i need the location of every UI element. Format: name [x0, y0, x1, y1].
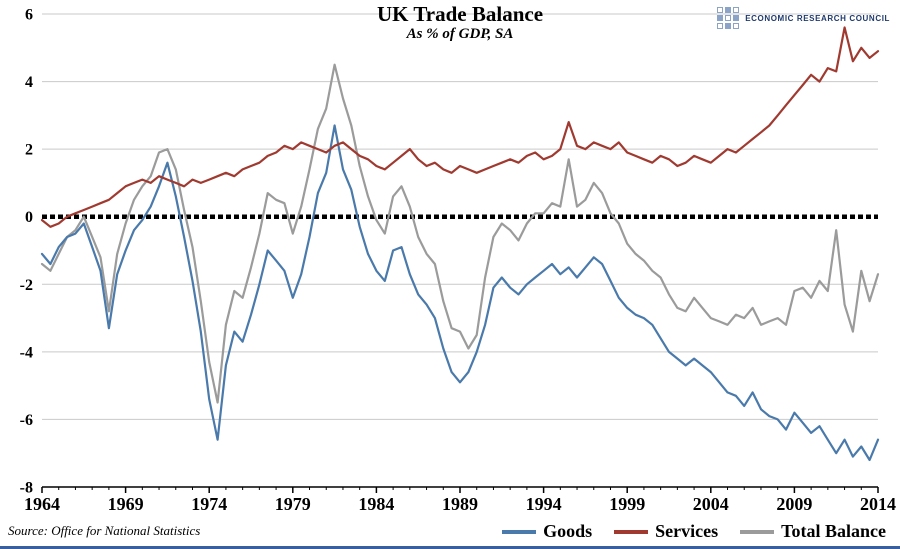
chart-title: UK Trade Balance: [376, 2, 544, 26]
legend-label-services: Services: [655, 521, 719, 541]
svg-text:1989: 1989: [442, 494, 478, 514]
svg-text:1994: 1994: [526, 494, 562, 514]
svg-text:4: 4: [25, 74, 33, 91]
svg-text:-2: -2: [20, 277, 33, 294]
svg-text:1964: 1964: [24, 494, 60, 514]
legend-item-services: Services: [614, 521, 718, 542]
services-line-swatch-icon: [614, 529, 649, 534]
svg-text:1999: 1999: [609, 494, 645, 514]
legend-label-goods: Goods: [543, 521, 593, 541]
svg-text:6: 6: [25, 7, 33, 24]
chart-subtitle: As % of GDP, SA: [406, 26, 514, 42]
svg-text:-6: -6: [20, 412, 33, 429]
legend-item-goods: Goods: [502, 521, 592, 542]
svg-text:-8: -8: [20, 480, 33, 497]
svg-text:2009: 2009: [776, 494, 812, 514]
svg-text:0: 0: [25, 209, 33, 226]
svg-text:2004: 2004: [693, 494, 729, 514]
source-note: Source: Office for National Statistics: [8, 523, 201, 538]
svg-text:2: 2: [25, 142, 33, 159]
legend-item-total-balance: Total Balance: [740, 521, 886, 542]
erc-logo-text: ECONOMIC RESEARCH COUNCIL: [745, 13, 890, 23]
footer-rule: [0, 546, 900, 549]
svg-text:1974: 1974: [191, 494, 227, 514]
svg-text:-4: -4: [20, 344, 33, 361]
svg-text:2014: 2014: [860, 494, 896, 514]
legend-label-total-balance: Total Balance: [781, 521, 886, 541]
erc-logo-squares-icon: [717, 7, 740, 29]
chart-legend: Goods Services Total Balance: [502, 521, 886, 542]
svg-text:1984: 1984: [358, 494, 394, 514]
goods-line-swatch-icon: [502, 529, 537, 534]
svg-text:1979: 1979: [275, 494, 311, 514]
svg-text:1969: 1969: [108, 494, 144, 514]
erc-logo: ECONOMIC RESEARCH COUNCIL: [717, 7, 890, 29]
total-balance-line-swatch-icon: [740, 529, 775, 534]
